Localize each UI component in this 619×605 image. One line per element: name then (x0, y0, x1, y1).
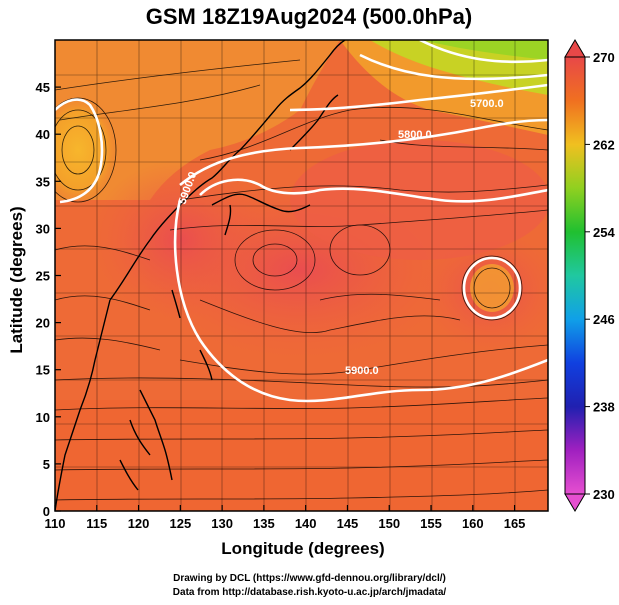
colorbar-tick-label: 230 (593, 487, 615, 502)
colorbar: 230 238 246 254 262 270 (564, 39, 615, 512)
geopotential-contours (55, 40, 548, 403)
x-tick-label: 160 (462, 516, 484, 531)
x-axis-label: Longitude (degrees) (221, 539, 384, 558)
y-tick-label: 10 (36, 410, 50, 425)
x-tick-label: 115 (86, 516, 107, 531)
x-tick-label: 135 (253, 516, 275, 531)
y-tick-label: 45 (36, 80, 50, 95)
y-axis-ticks: 0 5 10 15 20 25 30 35 40 45 (36, 80, 61, 519)
contour-labels: 5900.0 5800.0 5700.0 5900.0 (177, 98, 504, 377)
temperature-field: 5900.0 5800.0 5700.0 5900.0 (55, 40, 548, 511)
colorbar-tick-label: 262 (593, 137, 615, 152)
colorbar-tick-label: 270 (593, 50, 615, 65)
x-tick-label: 110 (45, 516, 66, 531)
x-axis-ticks: 110 115 120 125 130 135 140 145 150 155 160 165 (45, 505, 526, 531)
colorbar-ticks: 230 238 246 254 262 270 (585, 50, 615, 502)
contour-label-5900-south: 5900.0 (345, 365, 379, 377)
colorbar-tick-label: 238 (593, 400, 615, 415)
y-axis-label: Latitude (degrees) (7, 206, 26, 353)
y-tick-label: 15 (36, 363, 50, 378)
x-tick-label: 120 (128, 516, 150, 531)
colorbar-ramp (564, 56, 586, 495)
x-tick-label: 125 (169, 516, 191, 531)
x-tick-label: 150 (378, 516, 400, 531)
credit-dcl: Drawing by DCL (https://www.gfd-dennou.o… (173, 573, 446, 584)
colorbar-tick-label: 254 (593, 225, 615, 240)
wind-streamlines (55, 59, 548, 501)
y-tick-label: 35 (36, 174, 50, 189)
y-tick-label: 0 (43, 504, 50, 519)
credit-data-source: Data from http://database.rish.kyoto-u.a… (172, 587, 447, 598)
lat-lon-grid (55, 40, 548, 511)
map-title: GSM 18Z19Aug2024 (500.0hPa) (146, 4, 472, 29)
contour-label-5700: 5700.0 (470, 98, 504, 110)
y-tick-label: 30 (36, 221, 50, 236)
x-tick-label: 155 (420, 516, 442, 531)
x-tick-label: 145 (337, 516, 359, 531)
y-tick-label: 40 (36, 127, 50, 142)
contour-label-5800: 5800.0 (398, 129, 432, 141)
x-tick-label: 130 (211, 516, 233, 531)
y-tick-label: 25 (36, 269, 50, 284)
colorbar-extend-min (564, 493, 586, 512)
coastlines (55, 40, 346, 511)
y-tick-label: 5 (43, 457, 50, 472)
x-tick-label: 165 (504, 516, 526, 531)
colorbar-extend-max (564, 39, 586, 58)
x-tick-label: 140 (295, 516, 317, 531)
colorbar-tick-label: 246 (593, 312, 615, 327)
y-tick-label: 20 (36, 316, 50, 331)
